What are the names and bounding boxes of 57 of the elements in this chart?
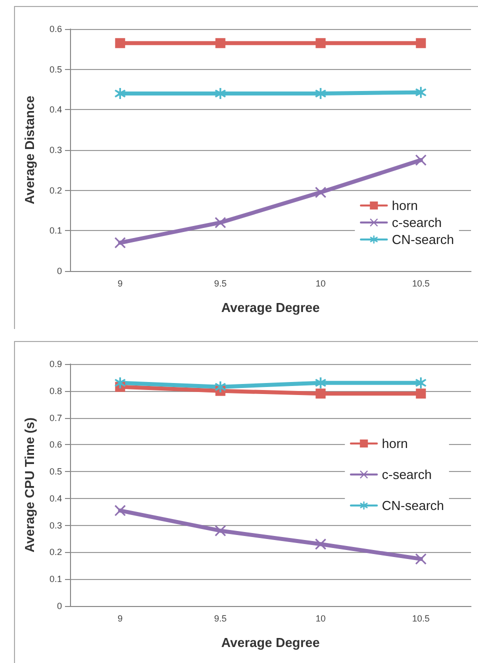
y-tick-label: 0.3 [49, 145, 62, 155]
point [214, 217, 226, 228]
point [114, 505, 126, 516]
point [114, 237, 126, 248]
y-tick-label: 0.4 [49, 104, 62, 115]
legend-label: CN-search [382, 498, 444, 513]
y-tick-label: 0.6 [49, 24, 62, 34]
x-axis-title: Average Degree [221, 635, 320, 650]
y-tick-label: 0 [56, 601, 62, 611]
point [415, 377, 426, 388]
y-tick-label: 0.2 [49, 547, 62, 558]
legend-label: c-search [392, 215, 442, 230]
y-tick-label: 0.4 [49, 493, 62, 504]
point [415, 154, 426, 166]
y-tick-label: 0.6 [49, 440, 62, 450]
y-axis-title: Average CPU Time (s) [22, 417, 37, 553]
y-tick-label: 0.1 [49, 226, 62, 236]
legend-label: horn [392, 198, 418, 213]
legend-label: c-search [382, 467, 432, 482]
x-tick-label: 10 [316, 614, 326, 624]
x-tick-label: 9.5 [214, 614, 227, 624]
point [214, 88, 226, 100]
y-tick-label: 0.9 [49, 359, 62, 369]
point [115, 38, 126, 48]
point [315, 538, 326, 550]
x-tick-label: 9 [118, 278, 123, 288]
point [214, 381, 226, 392]
point [415, 553, 426, 564]
point [415, 86, 426, 98]
point [114, 88, 126, 100]
y-tick-label: 0.7 [49, 412, 62, 423]
point [214, 525, 226, 536]
x-tick-label: 10.5 [412, 278, 430, 288]
point [114, 377, 126, 388]
y-tick-label: 0.8 [49, 386, 62, 396]
point [315, 377, 326, 388]
point [215, 38, 226, 48]
point [316, 38, 326, 48]
y-tick-label: 0.5 [49, 64, 62, 74]
x-tick-label: 10.5 [412, 614, 430, 624]
point [416, 388, 426, 399]
point [316, 388, 326, 399]
x-tick-label: 10 [316, 278, 326, 288]
point [416, 38, 426, 48]
y-tick-label: 0.3 [49, 520, 62, 530]
y-tick-label: 0 [56, 266, 62, 276]
y-tick-label: 0.2 [49, 185, 62, 196]
x-tick-label: 9 [118, 614, 123, 624]
legend-label: horn [382, 436, 408, 451]
y-axis-title: Average Distance [22, 96, 37, 204]
y-tick-label: 0.5 [49, 466, 62, 477]
point [315, 186, 326, 198]
x-tick-label: 9.5 [214, 278, 227, 288]
legend-label: CN-search [392, 232, 454, 247]
point [315, 88, 326, 100]
x-axis-title: Average Degree [221, 300, 320, 315]
y-tick-label: 0.1 [49, 574, 62, 584]
